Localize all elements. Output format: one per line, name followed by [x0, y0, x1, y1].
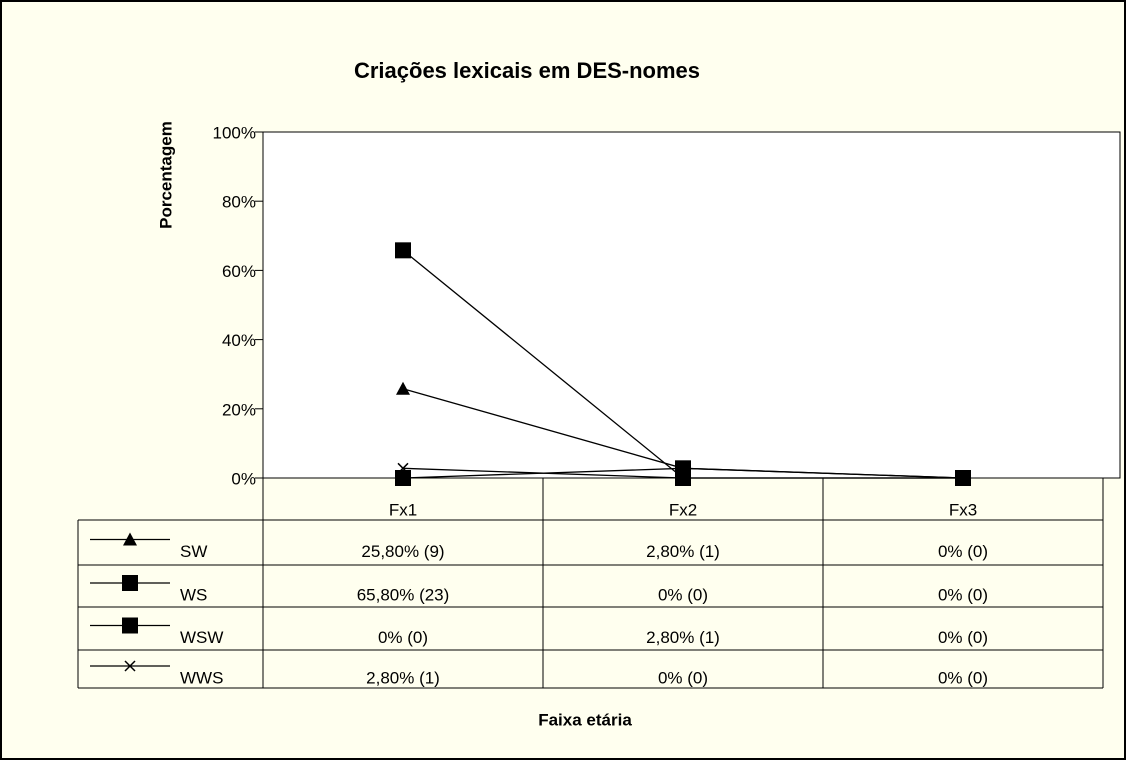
y-tick-label: 40% — [222, 331, 256, 350]
x-tick-label: Fx2 — [669, 500, 697, 519]
data-label: 0% (0) — [658, 668, 708, 687]
legend-label: WS — [180, 585, 207, 604]
legend-marker — [122, 617, 138, 634]
chart-title: Criações lexicais em DES-nomes — [354, 58, 700, 83]
data-label: 2,80% (1) — [366, 668, 440, 687]
y-tick-label: 80% — [222, 193, 256, 212]
data-point — [675, 460, 691, 477]
data-label: 0% (0) — [938, 628, 988, 647]
x-tick-label: Fx3 — [949, 500, 977, 519]
x-axis-label: Faixa etária — [538, 710, 632, 729]
data-label: 0% (0) — [938, 585, 988, 604]
data-label: 0% (0) — [378, 628, 428, 647]
data-label: 0% (0) — [938, 542, 988, 561]
y-tick-label: 20% — [222, 400, 256, 419]
data-label: 0% (0) — [658, 585, 708, 604]
y-tick-label: 0% — [231, 469, 256, 488]
legend-label: SW — [180, 542, 207, 561]
y-axis-label: Porcentagem — [156, 121, 175, 229]
legend-marker — [123, 532, 137, 546]
data-label: 2,80% (1) — [646, 542, 720, 561]
data-label: 65,80% (23) — [357, 585, 450, 604]
y-tick-label: 100% — [213, 123, 256, 142]
data-point — [396, 381, 410, 395]
y-tick-label: 60% — [222, 262, 256, 281]
plot-area — [262, 131, 1121, 479]
data-point — [397, 462, 409, 474]
data-label: 2,80% (1) — [646, 628, 720, 647]
legend-label: WWS — [180, 668, 223, 687]
legend-label: WSW — [180, 628, 223, 647]
data-label: 0% (0) — [938, 668, 988, 687]
legend-marker — [122, 575, 138, 591]
legend-marker — [124, 660, 136, 672]
data-label: 25,80% (9) — [361, 542, 444, 561]
data-point — [677, 472, 689, 484]
x-tick-label: Fx1 — [389, 500, 417, 519]
data-point — [957, 472, 969, 484]
data-point — [395, 242, 411, 259]
data-point — [395, 470, 411, 486]
